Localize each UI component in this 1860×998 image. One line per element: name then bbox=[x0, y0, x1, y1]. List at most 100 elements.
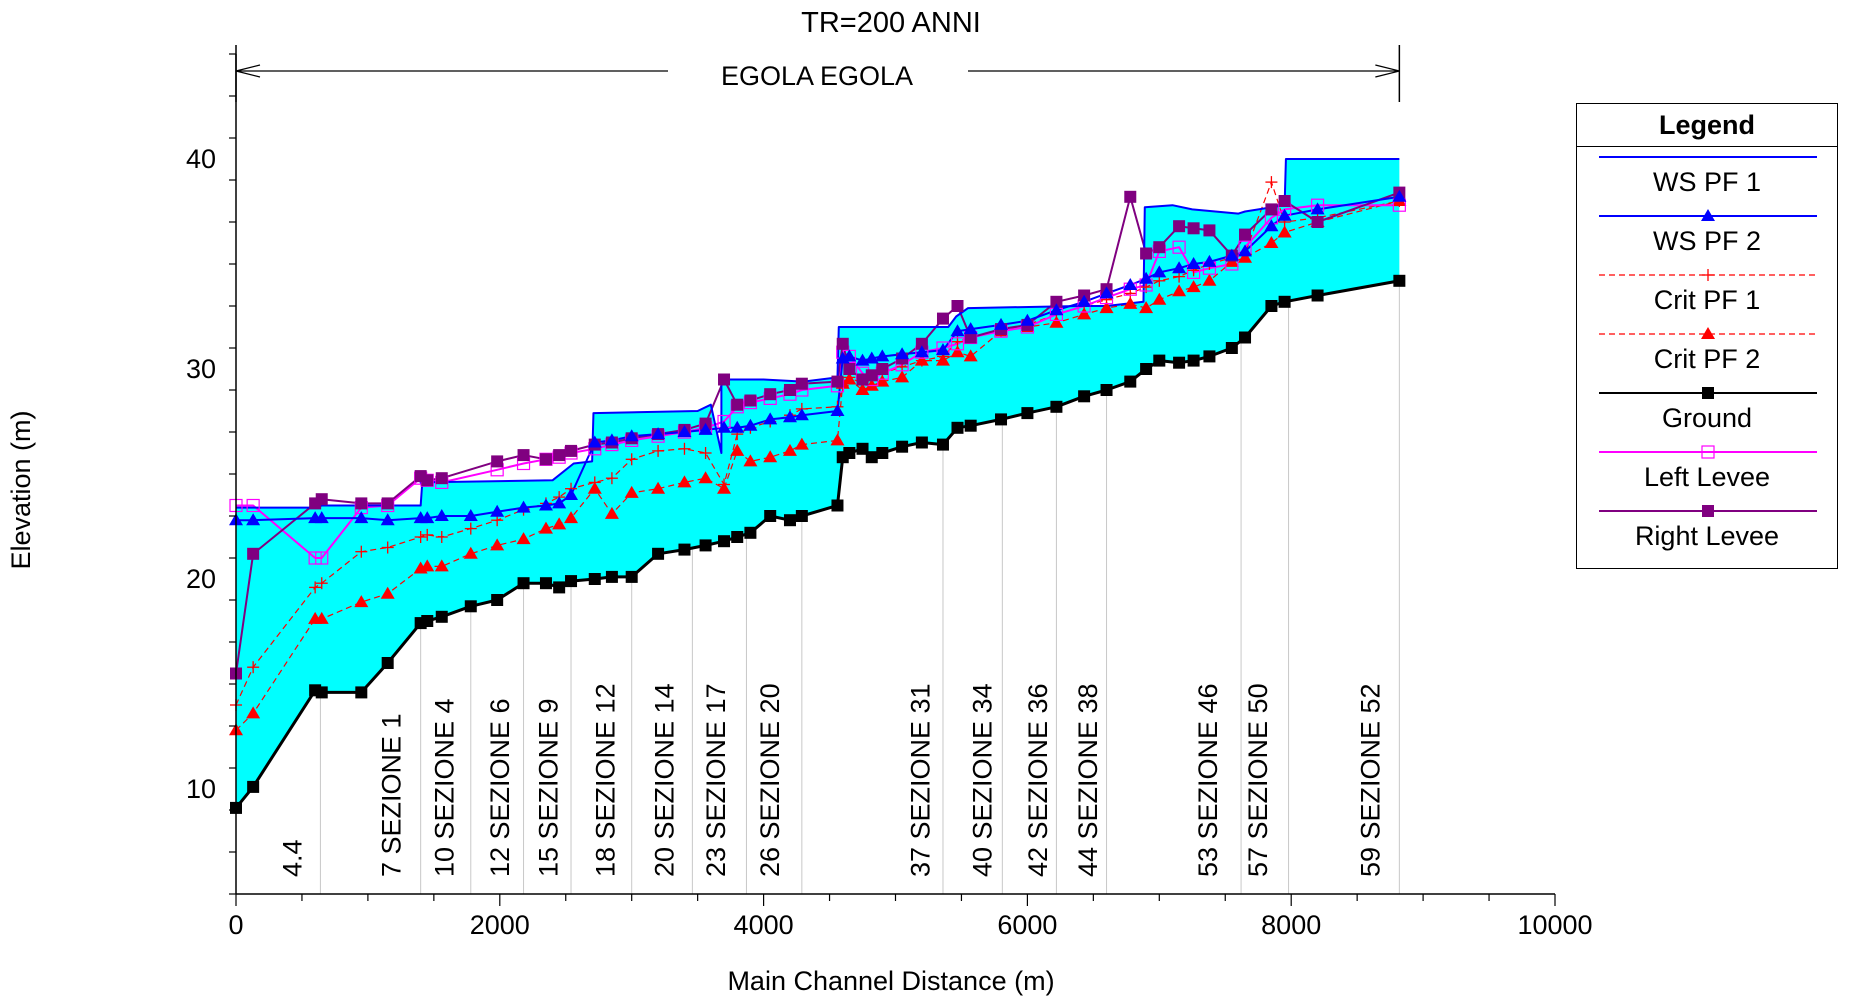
ground-point bbox=[315, 686, 328, 699]
x-tick-label: 4000 bbox=[734, 910, 794, 940]
ground-point bbox=[553, 581, 566, 594]
crit-pf-2-point bbox=[842, 372, 857, 385]
right-levee-point bbox=[539, 453, 552, 466]
section-label: 53 SEZIONE 46 bbox=[1193, 683, 1223, 877]
reach-arrowhead-right bbox=[1375, 64, 1400, 78]
ws-pf-2-point bbox=[463, 509, 478, 521]
y-tick-label: 10 bbox=[186, 774, 216, 804]
crit-pf-2-point bbox=[794, 437, 809, 450]
crit-pf-2-point bbox=[875, 374, 890, 387]
crit-pf-1-point bbox=[315, 577, 328, 590]
ground-point bbox=[464, 600, 477, 613]
legend-swatch bbox=[1599, 327, 1817, 339]
ws-pf-2-point bbox=[538, 498, 553, 511]
right-levee-point bbox=[1203, 224, 1216, 237]
right-levee-point bbox=[951, 300, 964, 312]
legend-item: Right Levee bbox=[1577, 501, 1837, 560]
right-levee-point bbox=[1239, 228, 1252, 241]
ground-point bbox=[435, 610, 448, 623]
legend-swatch bbox=[1599, 269, 1817, 281]
crit-pf-1-point bbox=[381, 541, 394, 554]
crit-pf-2-point bbox=[963, 349, 978, 362]
legend-swatch bbox=[1599, 156, 1817, 158]
right-levee-point bbox=[1140, 247, 1153, 260]
crit-pf-1-point bbox=[435, 531, 448, 543]
ground-point bbox=[1311, 289, 1324, 302]
ws-pf-2-point bbox=[1139, 271, 1154, 284]
ground-point bbox=[381, 657, 394, 669]
section-label: 59 SEZIONE 52 bbox=[1355, 683, 1385, 877]
ws-pf-2-point bbox=[1020, 313, 1035, 326]
ws-pf-2-point bbox=[1099, 286, 1114, 299]
right-levee-point bbox=[315, 493, 328, 506]
ground-point bbox=[588, 573, 601, 585]
legend-swatch-marker bbox=[1702, 505, 1714, 517]
right-levee-point bbox=[744, 394, 757, 407]
left-levee-point bbox=[1172, 240, 1186, 254]
ws-pf-2-point bbox=[587, 435, 602, 448]
crit-pf-2-point bbox=[564, 511, 579, 524]
crit-pf-2-point bbox=[604, 506, 619, 519]
legend-label: WS PF 1 bbox=[1652, 167, 1761, 197]
legend-label: Left Levee bbox=[1643, 462, 1771, 492]
ws-pf-2-point bbox=[830, 404, 845, 416]
crit-pf-2-point bbox=[1123, 296, 1138, 309]
crit-pf-2-point bbox=[314, 611, 329, 624]
section-label: 37 SEZIONE 31 bbox=[906, 683, 936, 877]
crit-pf-2-point bbox=[490, 538, 505, 551]
ws-pf-2-point bbox=[730, 420, 745, 433]
x-tick-label: 0 bbox=[228, 910, 243, 940]
ws-pf-2-point bbox=[782, 410, 797, 423]
ground-point bbox=[1124, 375, 1137, 388]
ground-point bbox=[539, 577, 552, 590]
ground-point bbox=[625, 570, 638, 583]
ws-pf-2-point bbox=[1077, 294, 1092, 307]
ground-point bbox=[1393, 274, 1406, 287]
ground-point bbox=[491, 594, 504, 606]
ws-pf-2-point bbox=[763, 412, 778, 425]
ground-point bbox=[517, 577, 530, 590]
right-levee-point bbox=[1050, 295, 1063, 308]
crit-pf-2-point bbox=[914, 353, 929, 366]
ws-pf-2-point bbox=[994, 317, 1009, 330]
crit-pf-2-point bbox=[717, 481, 732, 494]
ws-pf-2-point bbox=[1277, 208, 1292, 221]
right-levee-point bbox=[1153, 241, 1166, 254]
section-label: 10 SEZIONE 4 bbox=[429, 698, 459, 877]
ws-pf-2-point bbox=[420, 511, 435, 524]
crit-pf-1-point bbox=[605, 472, 618, 485]
x-tick-label: 2000 bbox=[470, 910, 530, 940]
y-tick-label: 40 bbox=[186, 144, 216, 174]
ground-point bbox=[856, 442, 869, 455]
section-label: 44 SEZIONE 38 bbox=[1073, 683, 1103, 877]
section-label: 7 SEZIONE 1 bbox=[377, 713, 407, 877]
ws-pf-2-point bbox=[717, 420, 732, 433]
ws-pf-2-point bbox=[246, 513, 261, 526]
crit-pf-2-point bbox=[420, 559, 435, 572]
ground-point bbox=[764, 510, 777, 522]
crit-pf-2-point bbox=[782, 443, 797, 456]
ground-point bbox=[678, 543, 691, 556]
ws-pf-2-point bbox=[1049, 303, 1064, 316]
ws-pf-2-point bbox=[864, 351, 879, 364]
ground-point bbox=[718, 535, 731, 548]
ground-point bbox=[896, 440, 909, 453]
legend-swatch bbox=[1599, 209, 1817, 221]
ground-point bbox=[951, 421, 964, 434]
crit-pf-2-point bbox=[1077, 307, 1092, 320]
ground-point bbox=[865, 451, 878, 464]
ground-point bbox=[876, 447, 889, 459]
section-label: 42 SEZIONE 36 bbox=[1023, 683, 1053, 877]
right-levee-point bbox=[355, 497, 368, 510]
ws-pf-2-point bbox=[434, 509, 449, 521]
right-levee-point bbox=[553, 449, 566, 462]
crit-pf-2-point bbox=[552, 517, 567, 530]
ws-pf-2-point bbox=[1224, 248, 1239, 261]
y-axis-label: Elevation (m) bbox=[6, 410, 36, 569]
crit-pf-1-point bbox=[309, 581, 322, 594]
crit-pf-2-point bbox=[855, 383, 870, 395]
legend-label: Right Levee bbox=[1634, 521, 1780, 551]
crit-pf-1-point bbox=[464, 522, 477, 535]
legend-swatch bbox=[1599, 445, 1817, 459]
ground-point bbox=[605, 570, 618, 583]
